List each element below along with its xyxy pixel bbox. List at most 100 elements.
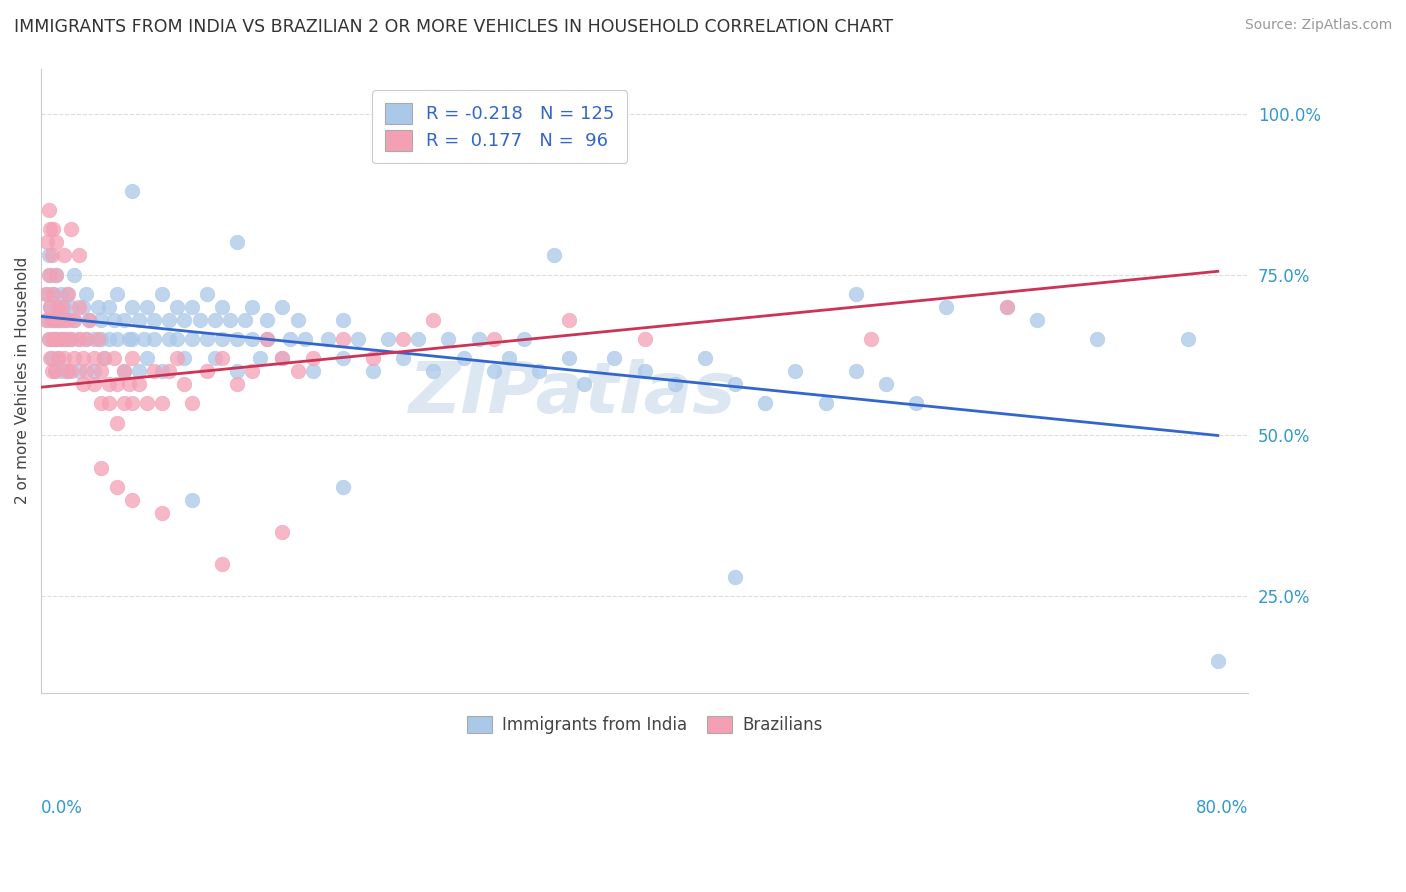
Text: IMMIGRANTS FROM INDIA VS BRAZILIAN 2 OR MORE VEHICLES IN HOUSEHOLD CORRELATION C: IMMIGRANTS FROM INDIA VS BRAZILIAN 2 OR … [14, 18, 893, 36]
Point [845, 286, 868, 301]
Point [1177, 332, 1199, 346]
Point [45, 332, 67, 346]
Point [301, 364, 323, 378]
Point [42, 222, 65, 236]
Point [52, 300, 75, 314]
Point [332, 480, 354, 494]
Point [422, 312, 444, 326]
Point [39, 300, 62, 314]
Point [48, 312, 70, 326]
Point [83, 376, 105, 391]
Point [271, 300, 294, 314]
Point [45, 268, 67, 282]
Point [112, 396, 135, 410]
Point [45, 268, 67, 282]
Point [150, 506, 173, 520]
Point [166, 332, 188, 346]
Point [90, 364, 112, 378]
Text: 0.0%: 0.0% [41, 799, 83, 817]
Point [67, 300, 90, 314]
Point [693, 351, 716, 366]
Point [117, 332, 139, 346]
Point [361, 351, 384, 366]
Point [67, 248, 90, 262]
Point [41, 312, 63, 326]
Point [181, 300, 204, 314]
Point [39, 300, 62, 314]
Point [173, 351, 195, 366]
Text: ZIPatlas: ZIPatlas [409, 359, 735, 428]
Point [117, 376, 139, 391]
Point [46, 351, 69, 366]
Point [67, 364, 90, 378]
Point [287, 364, 309, 378]
Point [128, 364, 150, 378]
Point [60, 300, 83, 314]
Point [53, 332, 76, 346]
Point [55, 364, 77, 378]
Point [38, 332, 60, 346]
Point [859, 332, 882, 346]
Point [361, 364, 384, 378]
Point [60, 364, 83, 378]
Point [603, 351, 626, 366]
Point [93, 351, 115, 366]
Point [38, 248, 60, 262]
Point [105, 376, 128, 391]
Y-axis label: 2 or more Vehicles in Household: 2 or more Vehicles in Household [15, 257, 30, 504]
Point [60, 222, 83, 236]
Point [48, 312, 70, 326]
Point [558, 312, 581, 326]
Point [121, 351, 143, 366]
Point [204, 312, 226, 326]
Point [121, 396, 143, 410]
Point [157, 364, 180, 378]
Point [38, 332, 60, 346]
Point [195, 364, 218, 378]
Point [256, 332, 278, 346]
Point [724, 376, 747, 391]
Point [72, 300, 94, 314]
Point [51, 364, 73, 378]
Point [39, 351, 62, 366]
Point [332, 332, 354, 346]
Point [226, 332, 249, 346]
Point [181, 332, 204, 346]
Point [513, 332, 536, 346]
Point [150, 286, 173, 301]
Point [49, 286, 72, 301]
Point [226, 235, 249, 250]
Point [143, 312, 166, 326]
Point [240, 364, 263, 378]
Point [42, 332, 65, 346]
Point [44, 312, 66, 326]
Point [58, 286, 80, 301]
Point [112, 312, 135, 326]
Point [173, 376, 195, 391]
Point [51, 300, 73, 314]
Point [45, 235, 67, 250]
Point [218, 312, 240, 326]
Point [166, 351, 188, 366]
Point [226, 364, 249, 378]
Point [527, 364, 550, 378]
Point [44, 364, 66, 378]
Point [52, 332, 75, 346]
Point [37, 286, 59, 301]
Point [143, 332, 166, 346]
Point [98, 332, 121, 346]
Point [37, 312, 59, 326]
Point [46, 300, 69, 314]
Point [105, 286, 128, 301]
Point [63, 268, 86, 282]
Point [482, 364, 505, 378]
Point [52, 351, 75, 366]
Point [105, 416, 128, 430]
Point [482, 332, 505, 346]
Point [75, 332, 97, 346]
Point [233, 312, 256, 326]
Point [42, 332, 65, 346]
Point [905, 396, 928, 410]
Point [240, 332, 263, 346]
Point [72, 376, 94, 391]
